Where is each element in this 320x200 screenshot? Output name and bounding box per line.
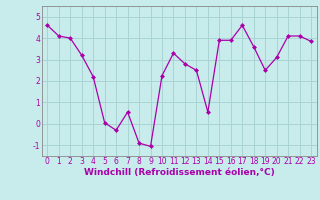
X-axis label: Windchill (Refroidissement éolien,°C): Windchill (Refroidissement éolien,°C) [84, 168, 275, 177]
